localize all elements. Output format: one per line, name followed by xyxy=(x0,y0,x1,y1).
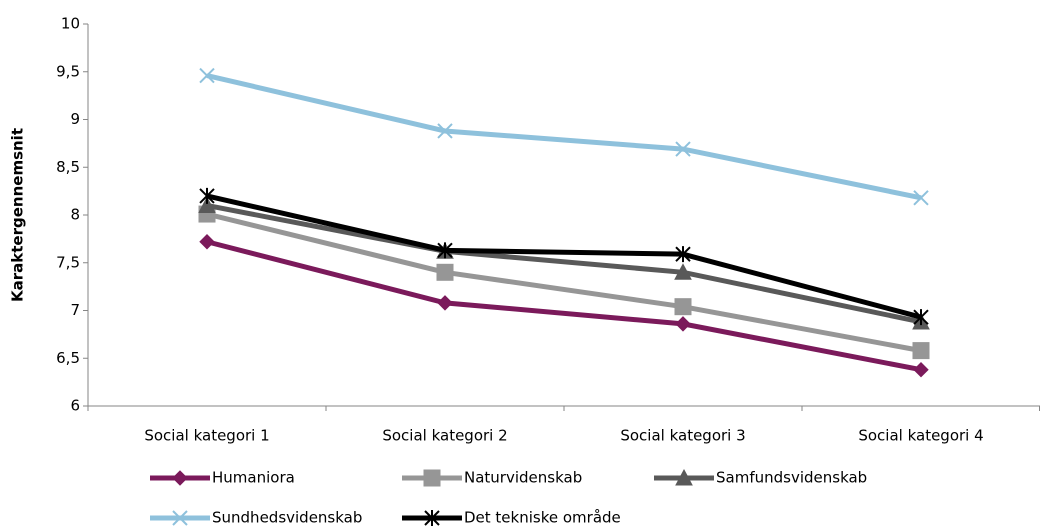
legend-item: Humaniora xyxy=(150,469,295,487)
marker xyxy=(913,309,929,326)
marker xyxy=(436,263,454,281)
x-tick-label: Social kategori 1 xyxy=(144,427,269,445)
legend-item: Sundhedsvidenskab xyxy=(150,509,362,527)
legend-label: Det tekniske område xyxy=(464,509,621,527)
marker xyxy=(913,190,929,206)
legend-item: Det tekniske område xyxy=(402,509,621,527)
series xyxy=(199,67,929,206)
line xyxy=(206,73,922,201)
marker xyxy=(675,141,691,157)
legend-label: Samfundsvidenskab xyxy=(716,469,867,487)
series xyxy=(199,187,929,326)
marker xyxy=(674,298,692,316)
y-tick-label: 10 xyxy=(61,15,80,33)
y-tick-label: 8,5 xyxy=(56,158,80,176)
marker xyxy=(675,468,693,486)
legend-label: Naturvidenskab xyxy=(464,469,582,487)
line xyxy=(206,211,922,354)
series xyxy=(198,205,930,360)
series xyxy=(199,234,929,378)
legend-label: Humaniora xyxy=(212,469,295,487)
y-tick-label: 8 xyxy=(70,206,80,224)
y-axis-label: Karaktergennemsnit xyxy=(9,128,27,302)
marker xyxy=(437,123,453,139)
x-tick-label: Social kategori 3 xyxy=(620,427,745,445)
y-tick-label: 6,5 xyxy=(56,349,80,367)
marker xyxy=(675,316,691,332)
legend-item: Naturvidenskab xyxy=(402,469,582,487)
marker xyxy=(912,342,930,360)
legend-label: Sundhedsvidenskab xyxy=(212,509,362,527)
marker xyxy=(437,295,453,311)
marker xyxy=(198,196,216,213)
y-tick-label: 9,5 xyxy=(56,62,80,80)
marker xyxy=(172,510,188,526)
line xyxy=(206,202,922,325)
y-tick-label: 6 xyxy=(70,397,80,415)
y-tick-label: 7 xyxy=(70,301,80,319)
marker xyxy=(172,470,188,486)
marker xyxy=(199,187,215,204)
x-tick-label: Social kategori 4 xyxy=(858,427,983,445)
marker xyxy=(424,510,440,526)
marker xyxy=(913,362,929,378)
marker xyxy=(423,469,441,487)
y-tick-label: 7,5 xyxy=(56,253,80,271)
line xyxy=(206,239,922,373)
marker xyxy=(674,263,692,280)
marker xyxy=(199,234,215,250)
marker xyxy=(199,67,215,84)
line xyxy=(206,193,922,320)
y-tick-label: 9 xyxy=(70,110,80,128)
marker xyxy=(675,246,691,263)
x-tick-label: Social kategori 2 xyxy=(382,427,507,445)
legend-item: Samfundsvidenskab xyxy=(654,469,867,487)
marker xyxy=(437,242,453,259)
